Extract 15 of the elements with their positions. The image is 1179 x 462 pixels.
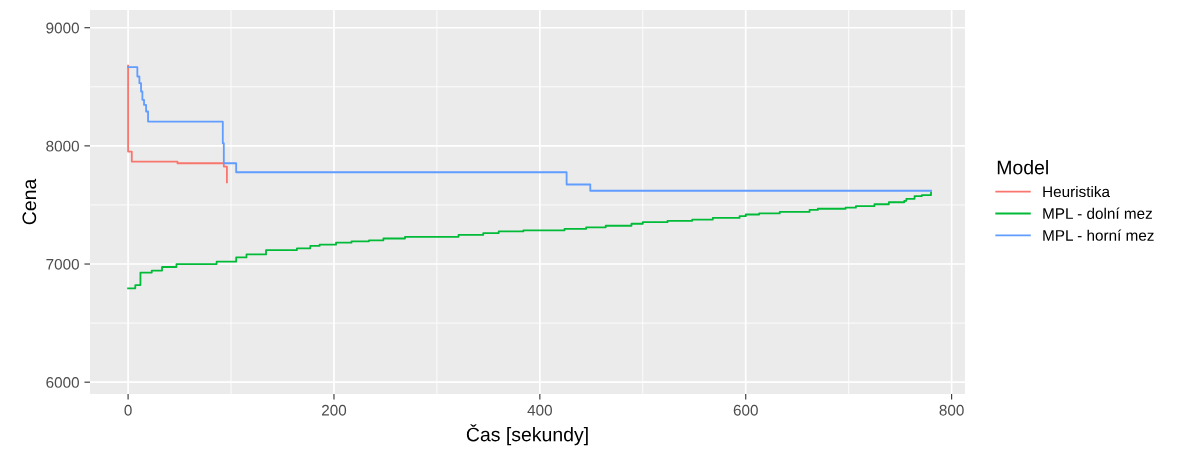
legend-label: Heuristika bbox=[1043, 185, 1110, 198]
x-tick-label: 200 bbox=[322, 404, 347, 416]
legend-title: Model bbox=[997, 160, 1048, 175]
legend-label: MPL - horní mez bbox=[1043, 229, 1154, 241]
y-tick-label: 8000 bbox=[46, 140, 79, 152]
x-axis-title: Čas [sekundy] bbox=[466, 424, 588, 446]
y-tick-label: 6000 bbox=[46, 377, 79, 388]
y-axis-title: Cena bbox=[22, 178, 37, 225]
x-tick-label: 800 bbox=[939, 404, 964, 416]
y-tick-label: 9000 bbox=[46, 22, 79, 34]
y-tick-label: 7000 bbox=[46, 258, 79, 270]
legend-label: MPL - dolní mez bbox=[1043, 207, 1152, 219]
x-tick-label: 0 bbox=[124, 404, 132, 416]
x-tick-label: 600 bbox=[733, 404, 758, 416]
x-tick-label: 400 bbox=[527, 404, 552, 416]
